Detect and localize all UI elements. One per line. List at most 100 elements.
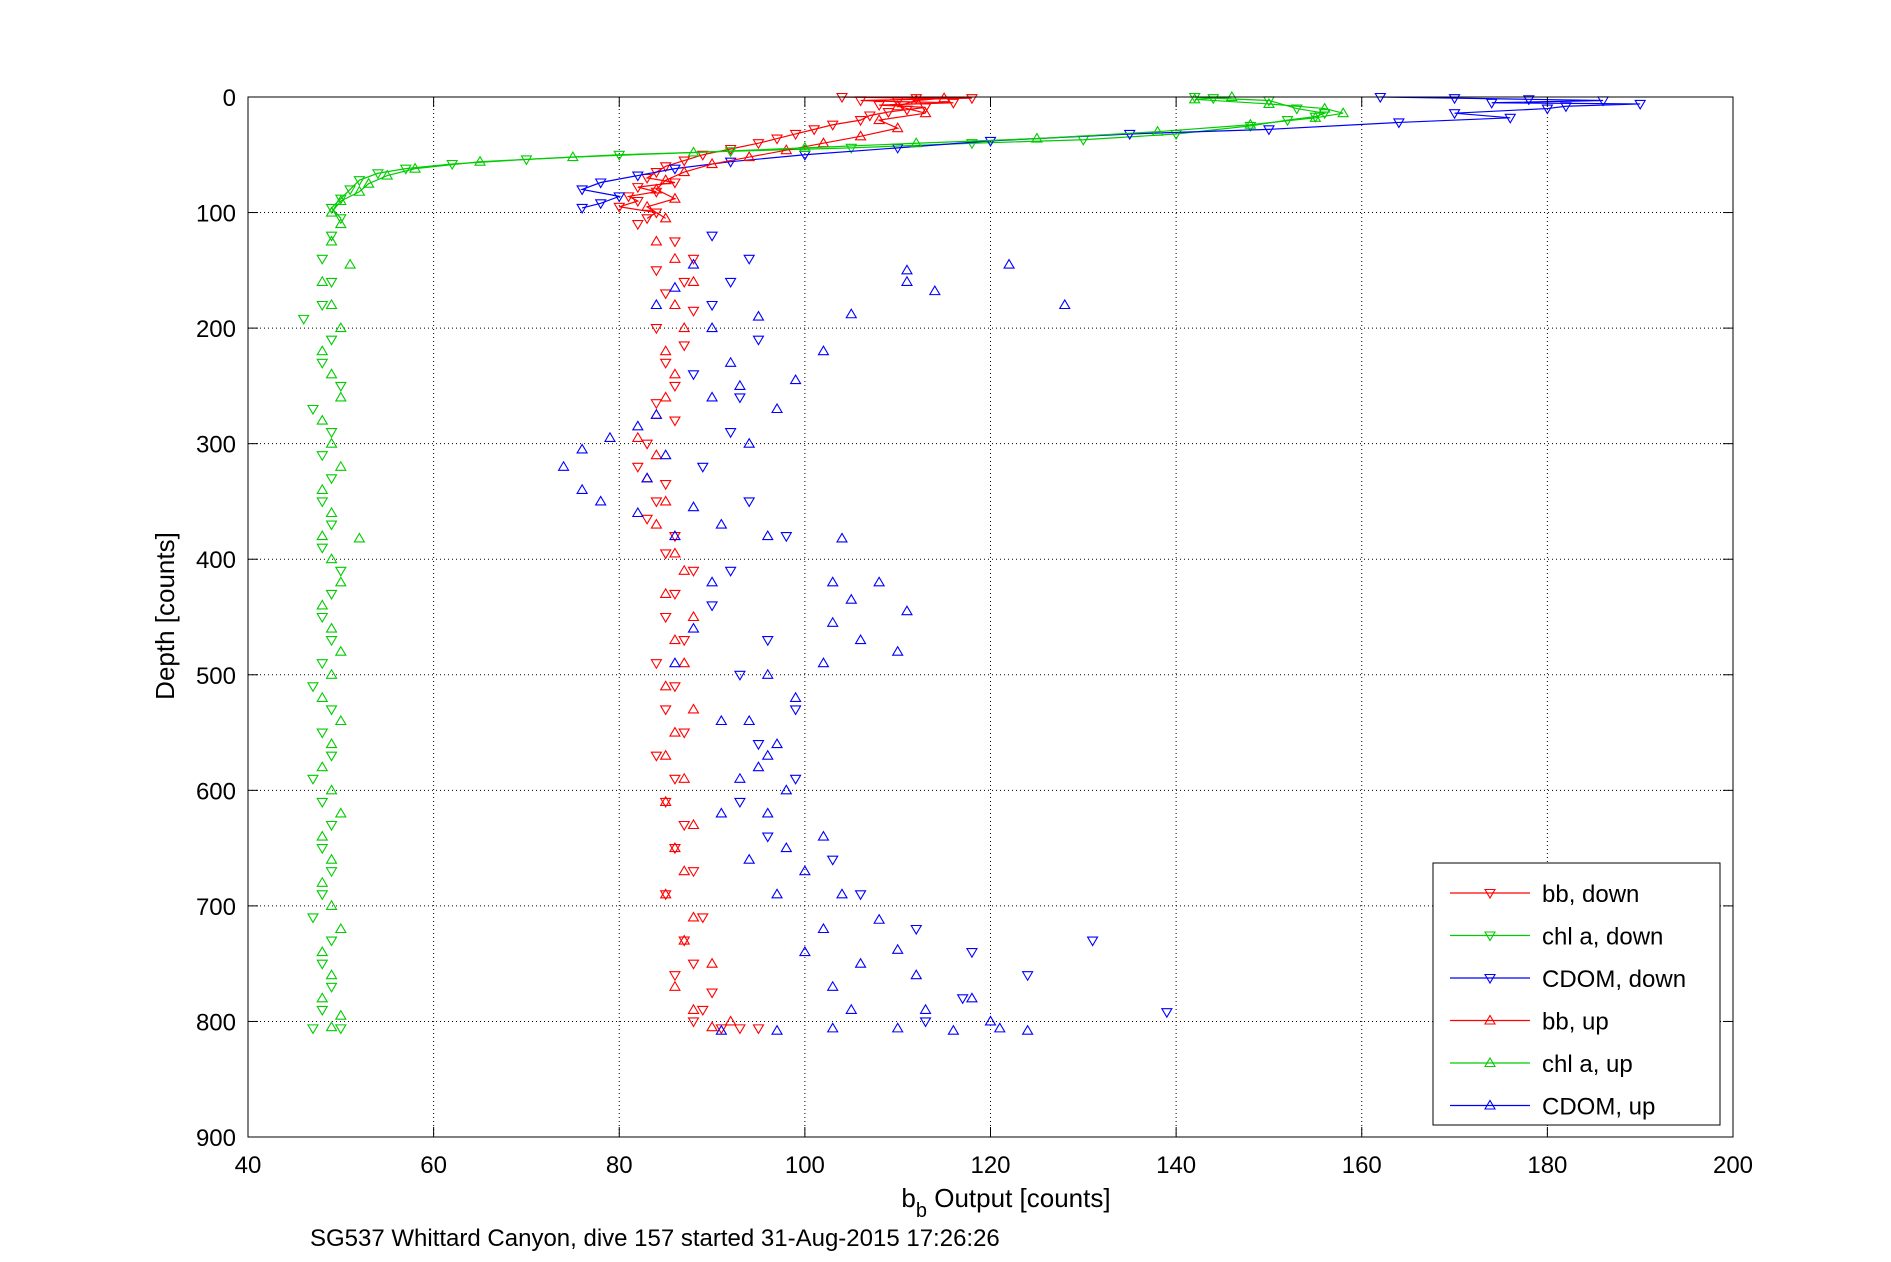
y-tick-label: 800 bbox=[196, 1009, 236, 1036]
data-point bbox=[659, 749, 672, 760]
data-point bbox=[353, 185, 366, 196]
series-4 bbox=[316, 90, 1350, 1032]
data-point bbox=[965, 94, 978, 105]
data-point bbox=[659, 174, 672, 185]
data-point bbox=[678, 156, 691, 167]
data-point bbox=[1225, 90, 1238, 102]
legend-item: CDOM, up bbox=[1450, 1094, 1655, 1121]
series-1 bbox=[297, 92, 1331, 1035]
data-point bbox=[316, 543, 329, 554]
y-tick-label: 0 bbox=[223, 85, 236, 112]
data-point bbox=[733, 670, 746, 681]
data-point bbox=[334, 391, 347, 402]
data-point bbox=[724, 1015, 737, 1026]
data-point bbox=[668, 192, 681, 203]
data-point bbox=[668, 657, 681, 668]
data-point bbox=[678, 772, 691, 783]
data-point bbox=[353, 176, 366, 187]
data-point bbox=[965, 948, 978, 959]
data-point bbox=[687, 610, 700, 622]
data-point bbox=[613, 202, 626, 213]
data-point bbox=[1392, 118, 1405, 129]
data-point bbox=[780, 842, 793, 853]
data-point bbox=[316, 728, 329, 739]
data-point bbox=[307, 1024, 319, 1035]
data-point bbox=[1244, 121, 1257, 132]
series-3 bbox=[631, 92, 951, 1032]
data-point bbox=[668, 971, 681, 982]
data-point bbox=[910, 969, 923, 980]
data-point bbox=[594, 178, 607, 189]
data-point bbox=[576, 483, 589, 494]
series-line bbox=[619, 96, 972, 219]
data-point bbox=[668, 530, 681, 541]
data-point bbox=[1030, 132, 1043, 143]
data-point bbox=[1244, 118, 1257, 129]
data-point bbox=[678, 636, 691, 647]
data-point bbox=[604, 431, 616, 442]
data-point bbox=[706, 1021, 719, 1032]
data-point bbox=[334, 218, 347, 229]
data-point bbox=[668, 842, 681, 853]
data-point bbox=[789, 129, 802, 141]
data-point bbox=[1021, 971, 1034, 982]
data-point bbox=[1485, 98, 1498, 109]
data-point bbox=[668, 164, 681, 175]
data-point bbox=[854, 634, 867, 645]
data-point bbox=[334, 714, 347, 726]
data-point bbox=[325, 231, 338, 242]
data-point bbox=[687, 703, 700, 714]
data-point bbox=[659, 449, 672, 460]
data-point bbox=[371, 169, 384, 180]
data-point bbox=[668, 237, 681, 248]
data-point bbox=[678, 728, 691, 739]
data-point bbox=[316, 1005, 329, 1016]
data-point bbox=[845, 143, 858, 154]
legend-marker bbox=[1484, 1014, 1496, 1025]
data-point bbox=[668, 368, 681, 379]
data-point bbox=[696, 1005, 709, 1016]
data-point bbox=[668, 416, 681, 427]
data-point bbox=[316, 992, 329, 1003]
data-point bbox=[325, 335, 338, 346]
data-point bbox=[297, 314, 310, 325]
data-point bbox=[659, 612, 672, 624]
data-point bbox=[1262, 97, 1275, 108]
series-line bbox=[331, 96, 1344, 213]
y-tick-label: 300 bbox=[196, 432, 236, 459]
data-point bbox=[854, 890, 867, 901]
data-point bbox=[659, 391, 672, 402]
data-point bbox=[724, 356, 737, 367]
data-point bbox=[863, 111, 876, 122]
data-point bbox=[678, 865, 691, 876]
caption: SG537 Whittard Canyon, dive 157 started … bbox=[310, 1225, 1000, 1252]
legend-marker bbox=[1484, 1056, 1496, 1068]
data-point bbox=[826, 1022, 839, 1033]
data-point bbox=[659, 162, 672, 173]
y-tick-label: 900 bbox=[196, 1125, 236, 1152]
data-point bbox=[706, 300, 719, 312]
data-point bbox=[910, 924, 923, 936]
data-point bbox=[668, 682, 681, 693]
data-point bbox=[1021, 1024, 1034, 1035]
data-point bbox=[566, 151, 579, 162]
data-point bbox=[696, 913, 709, 924]
data-point bbox=[641, 439, 654, 450]
data-point bbox=[668, 774, 681, 785]
data-point bbox=[316, 797, 329, 808]
data-point bbox=[576, 203, 589, 215]
data-point bbox=[687, 370, 700, 381]
data-point bbox=[613, 192, 626, 203]
data-point bbox=[325, 368, 338, 379]
data-point bbox=[1522, 95, 1535, 106]
data-point bbox=[724, 157, 737, 168]
data-point bbox=[307, 774, 319, 785]
data-point bbox=[706, 322, 719, 333]
data-point bbox=[334, 576, 347, 587]
data-point bbox=[882, 107, 895, 119]
data-point bbox=[334, 922, 347, 934]
legend-label: bb, up bbox=[1542, 1009, 1609, 1036]
data-point bbox=[687, 959, 700, 970]
data-point bbox=[752, 335, 765, 346]
series-0 bbox=[613, 92, 978, 1035]
